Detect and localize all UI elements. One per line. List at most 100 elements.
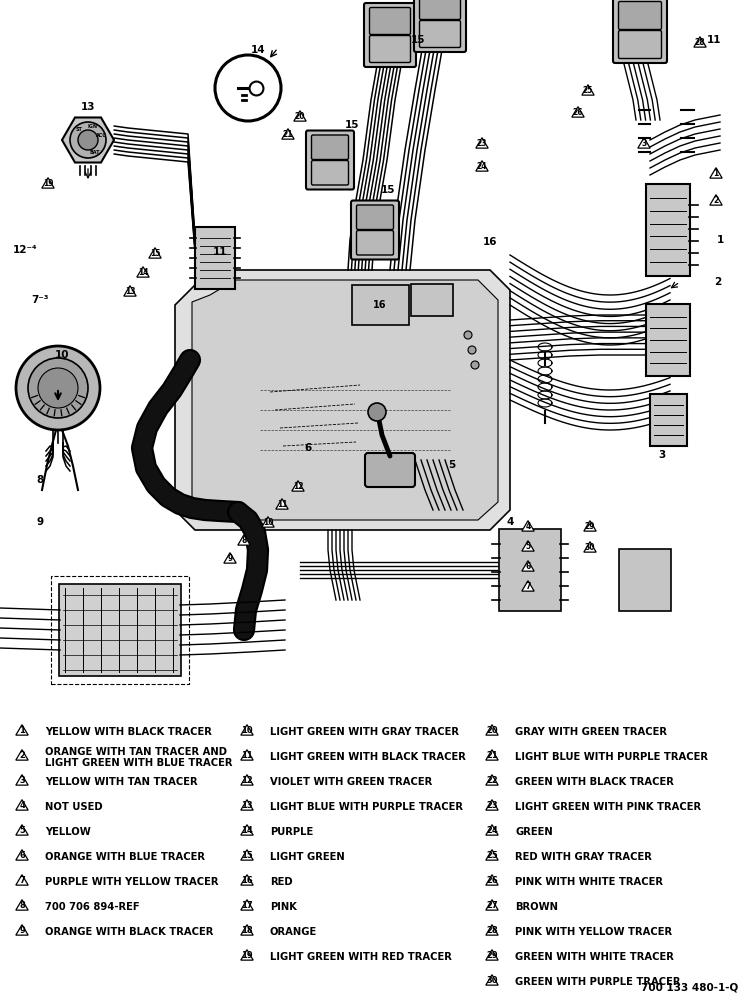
Text: LIGHT BLUE WITH PURPLE TRACER: LIGHT BLUE WITH PURPLE TRACER (515, 752, 708, 762)
Text: 14: 14 (241, 826, 253, 835)
Polygon shape (241, 850, 253, 860)
Polygon shape (623, 25, 636, 35)
Text: LIGHT GREEN WITH BLUE TRACER: LIGHT GREEN WITH BLUE TRACER (45, 758, 232, 768)
Text: 15: 15 (150, 249, 160, 258)
Text: 23: 23 (486, 801, 498, 810)
FancyBboxPatch shape (646, 304, 690, 376)
FancyBboxPatch shape (195, 227, 235, 289)
Polygon shape (16, 725, 28, 735)
Text: GREEN WITH BLACK TRACER: GREEN WITH BLACK TRACER (515, 777, 674, 787)
Text: 15: 15 (411, 35, 426, 45)
Text: PURPLE: PURPLE (270, 827, 313, 837)
Polygon shape (42, 178, 54, 188)
Polygon shape (62, 117, 114, 163)
Text: 25: 25 (486, 851, 498, 860)
Text: ST: ST (76, 127, 83, 132)
Polygon shape (175, 270, 510, 530)
Polygon shape (522, 541, 534, 551)
Text: ORANGE WITH BLACK TRACER: ORANGE WITH BLACK TRACER (45, 927, 214, 937)
Circle shape (28, 358, 88, 418)
Text: PURPLE WITH YELLOW TRACER: PURPLE WITH YELLOW TRACER (45, 877, 219, 887)
Text: 10: 10 (241, 726, 253, 735)
Text: 2: 2 (713, 196, 719, 205)
Polygon shape (522, 561, 534, 571)
Text: 15: 15 (381, 185, 395, 195)
Text: 16: 16 (241, 876, 253, 885)
Text: 3: 3 (641, 139, 647, 148)
Text: IGN: IGN (88, 124, 98, 129)
Text: 11: 11 (707, 35, 721, 45)
Text: 4: 4 (525, 522, 530, 531)
Text: 11: 11 (277, 500, 287, 509)
FancyBboxPatch shape (650, 394, 687, 446)
Polygon shape (16, 750, 28, 760)
Polygon shape (224, 553, 236, 563)
Text: 11: 11 (241, 751, 253, 760)
Text: 11: 11 (213, 247, 227, 257)
Polygon shape (710, 168, 722, 178)
Polygon shape (241, 875, 253, 885)
Text: 1: 1 (713, 169, 719, 178)
Text: 28: 28 (486, 926, 498, 935)
Text: 1: 1 (19, 726, 25, 735)
FancyBboxPatch shape (414, 0, 466, 52)
FancyBboxPatch shape (312, 135, 348, 159)
Text: ORANGE: ORANGE (270, 927, 317, 937)
Text: 13: 13 (81, 102, 95, 112)
Text: LIGHT GREEN WITH RED TRACER: LIGHT GREEN WITH RED TRACER (270, 952, 452, 962)
Text: NOT USED: NOT USED (45, 802, 103, 812)
Text: 29: 29 (585, 522, 595, 531)
Polygon shape (522, 521, 534, 531)
Text: BAT: BAT (90, 150, 100, 155)
Text: 10: 10 (55, 350, 69, 360)
Circle shape (464, 331, 472, 339)
Text: 9: 9 (19, 926, 25, 935)
Text: 4: 4 (507, 517, 513, 527)
Text: 6: 6 (525, 562, 530, 571)
Circle shape (471, 361, 479, 369)
Text: 24: 24 (477, 162, 487, 171)
Text: 13: 13 (241, 801, 253, 810)
Polygon shape (124, 286, 136, 296)
Text: LIGHT GREEN: LIGHT GREEN (270, 852, 344, 862)
Polygon shape (584, 542, 596, 552)
Polygon shape (486, 975, 498, 985)
Polygon shape (294, 111, 307, 121)
Text: GREEN: GREEN (515, 827, 553, 837)
FancyBboxPatch shape (306, 130, 354, 190)
FancyBboxPatch shape (618, 1, 661, 29)
Polygon shape (16, 875, 28, 885)
Polygon shape (16, 850, 28, 860)
Text: 21: 21 (283, 130, 293, 139)
Polygon shape (292, 481, 304, 491)
Text: BROWN: BROWN (515, 902, 558, 912)
Text: PINK WITH YELLOW TRACER: PINK WITH YELLOW TRACER (515, 927, 672, 937)
Text: PINK: PINK (270, 902, 297, 912)
Circle shape (368, 403, 386, 421)
Text: 30: 30 (585, 543, 595, 552)
Text: 16: 16 (373, 300, 387, 310)
Text: 27: 27 (625, 26, 635, 35)
Text: 22: 22 (486, 776, 498, 785)
FancyBboxPatch shape (356, 231, 394, 255)
Text: 700 706 894-REF: 700 706 894-REF (45, 902, 140, 912)
Text: 24: 24 (486, 826, 498, 835)
Circle shape (468, 346, 476, 354)
Polygon shape (16, 775, 28, 785)
Text: 14: 14 (138, 268, 148, 277)
Text: 8: 8 (19, 901, 25, 910)
Circle shape (38, 368, 78, 408)
Polygon shape (149, 248, 161, 258)
Polygon shape (16, 900, 28, 910)
Polygon shape (241, 775, 253, 785)
Text: 30: 30 (487, 976, 498, 985)
Text: LIGHT GREEN WITH GRAY TRACER: LIGHT GREEN WITH GRAY TRACER (270, 727, 459, 737)
Text: 10: 10 (263, 518, 273, 527)
Text: 2: 2 (714, 277, 722, 287)
Text: 6: 6 (19, 851, 25, 860)
Text: 29: 29 (486, 951, 498, 960)
FancyBboxPatch shape (420, 0, 461, 19)
Polygon shape (522, 581, 534, 591)
Text: 5: 5 (19, 826, 25, 835)
Text: 12⁻⁴: 12⁻⁴ (13, 245, 37, 255)
